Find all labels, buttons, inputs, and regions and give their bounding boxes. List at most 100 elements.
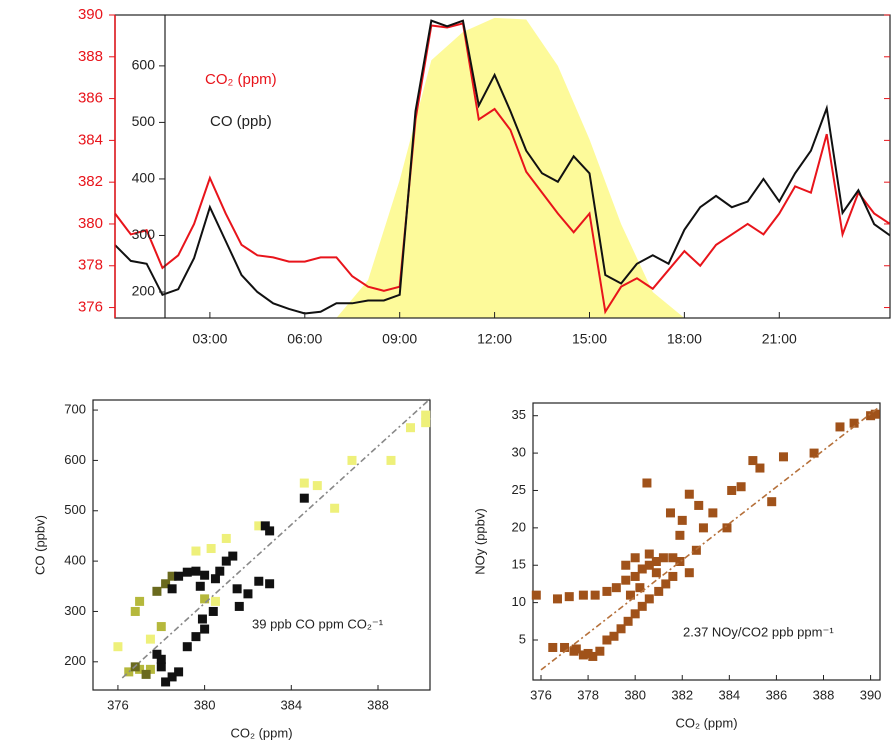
point (651, 556, 661, 566)
point (870, 409, 880, 419)
y-tick-label: 200 (64, 653, 86, 668)
x-tick-label: 376 (530, 687, 552, 702)
annotation: 39 ppb CO ppm CO₂⁻¹ (252, 616, 384, 631)
point (174, 571, 184, 581)
point (152, 649, 162, 659)
point (215, 566, 225, 576)
point (234, 601, 244, 611)
point (531, 590, 541, 600)
point (809, 448, 819, 458)
point (778, 452, 788, 462)
x-tick-label: 15:00 (572, 331, 607, 347)
point (167, 571, 177, 581)
point (221, 556, 231, 566)
legend-entry: CO₂ (ppm) (205, 71, 277, 88)
point (130, 606, 140, 616)
x-tick-label: 388 (367, 697, 389, 712)
y-tick-label: 5 (519, 631, 526, 646)
point (200, 624, 210, 634)
point (698, 523, 708, 533)
point (623, 616, 633, 626)
point (405, 423, 415, 433)
point (630, 571, 640, 581)
point (386, 455, 396, 465)
x-tick-label: 384 (280, 697, 302, 712)
point (691, 545, 701, 555)
point (661, 579, 671, 589)
x-tick-label: 380 (194, 697, 216, 712)
point (167, 584, 177, 594)
point (182, 642, 192, 652)
point (621, 560, 631, 570)
point (637, 564, 647, 574)
y-axis-title: CO (ppbv) (32, 515, 47, 575)
point (254, 521, 264, 531)
x-tick-label: 06:00 (287, 331, 322, 347)
point (200, 570, 210, 580)
point (206, 544, 216, 554)
point (665, 508, 675, 518)
y-axis-title: NOy (ppbv) (472, 508, 487, 574)
x-tick-label: 380 (624, 687, 646, 702)
legend-entry: CO (ppb) (210, 113, 272, 130)
point (654, 586, 664, 596)
point (651, 568, 661, 578)
shaded-area (336, 17, 685, 319)
point (578, 590, 588, 600)
point (210, 574, 220, 584)
point (675, 530, 685, 540)
point (630, 553, 640, 563)
point (675, 556, 685, 566)
point (637, 601, 647, 611)
point (668, 553, 678, 563)
point (588, 651, 598, 661)
point (156, 662, 166, 672)
point (243, 589, 253, 599)
point (191, 546, 201, 556)
y-tick-label: 386 (78, 90, 103, 107)
point (621, 575, 631, 585)
point (722, 523, 732, 533)
y-tick-label: 400 (64, 553, 86, 568)
point (145, 664, 155, 674)
y-tick-label: 25 (512, 482, 526, 497)
point (221, 533, 231, 543)
point (602, 635, 612, 645)
point (578, 650, 588, 660)
point (708, 508, 718, 518)
point (727, 485, 737, 495)
point (767, 497, 777, 507)
point (145, 634, 155, 644)
y2-tick-label: 600 (132, 57, 156, 73)
y-tick-label: 15 (512, 557, 526, 572)
y-tick-label: 500 (64, 502, 86, 517)
y2-tick-label: 400 (132, 170, 156, 186)
x-axis-title: CO₂ (ppm) (230, 725, 292, 740)
point (635, 583, 645, 593)
point (197, 614, 207, 624)
point (232, 584, 242, 594)
point (644, 560, 654, 570)
x-tick-label: 18:00 (667, 331, 702, 347)
x-tick-label: 12:00 (477, 331, 512, 347)
point (602, 586, 612, 596)
point (552, 594, 562, 604)
point (658, 553, 668, 563)
y-tick-label: 378 (78, 257, 103, 274)
point (228, 551, 238, 561)
point (849, 418, 859, 428)
point (421, 410, 431, 420)
point (616, 624, 626, 634)
point (210, 596, 220, 606)
y-tick-label: 384 (78, 131, 103, 148)
point (564, 592, 574, 602)
y2-tick-label: 300 (132, 226, 156, 242)
point (299, 478, 309, 488)
point (312, 481, 322, 491)
fit-line (540, 407, 879, 671)
x-tick-label: 388 (813, 687, 835, 702)
point (265, 579, 275, 589)
point (167, 672, 177, 682)
point (668, 571, 678, 581)
